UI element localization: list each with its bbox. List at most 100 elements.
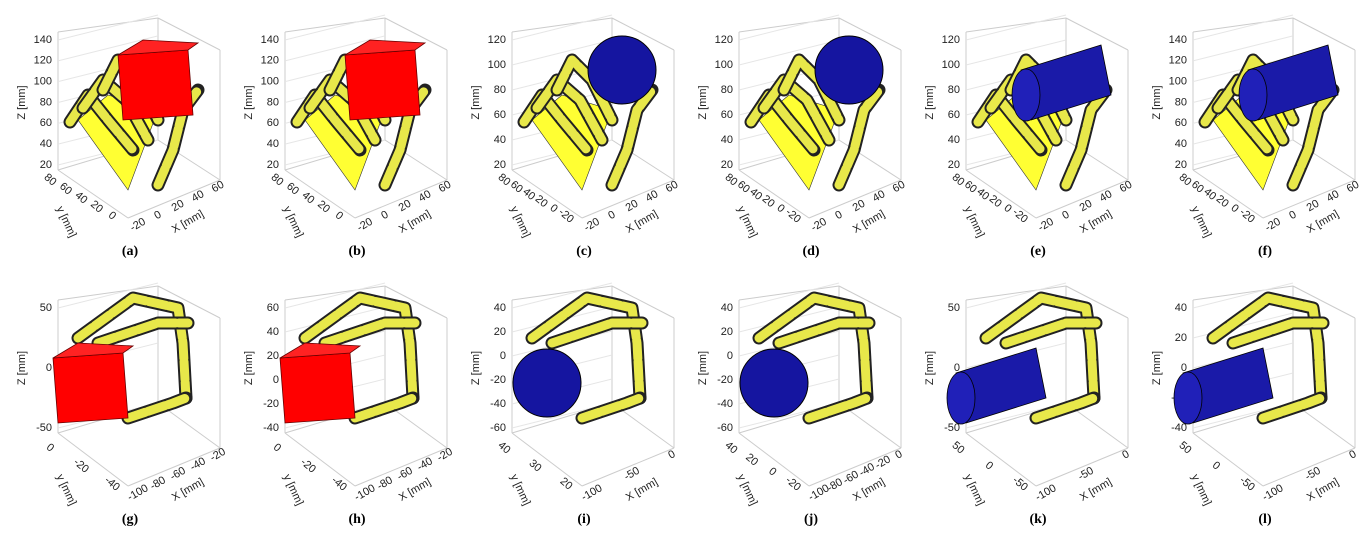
y-tick-label: 60 [57,180,74,197]
z-axis-label: Z [mm] [697,351,709,385]
x-tick-label: 60 [664,179,681,196]
z-tick-label: 60 [948,109,960,121]
caption: (e) [1030,244,1046,259]
x-tick-label: -20 [809,216,829,234]
caption: (f) [1258,244,1272,259]
x-tick-label: -40 [415,455,435,473]
z-tick-label: 20 [494,159,506,171]
y-tick-label: -40 [102,474,122,493]
caption: (j) [804,512,818,527]
grid-line [512,15,612,40]
x-tick-label: 40 [871,188,888,205]
z-tick-label: 120 [488,34,506,46]
axis-frame [1193,433,1263,486]
z-tick-label: 140 [34,34,52,46]
x-tick-label: 0 [379,209,390,222]
grid-line [1193,15,1293,40]
z-tick-label: 60 [267,302,279,314]
y-tick-label: -20 [298,456,318,475]
z-tick-label: 100 [1169,76,1187,88]
caption: (l) [1258,512,1272,527]
z-tick-label: 140 [1169,34,1187,46]
x-tick-label: 60 [210,179,227,196]
x-tick-label: 40 [1098,188,1115,205]
z-tick-label: 0 [500,350,506,362]
y-tick-label: 0 [106,209,118,222]
x-tick-label: 0 [152,209,163,222]
z-tick-label: 80 [948,84,960,96]
y-axis-label: y [mm] [1189,472,1214,507]
axis-frame [1066,18,1128,50]
y-tick-label: 50 [950,439,967,456]
z-tick-label: 100 [715,59,733,71]
axis-frame [58,433,128,486]
panel: -50050Z [mm]0-20-40y [mm]-100-80-60-40-2… [16,283,228,527]
y-tick-label: 80 [269,171,286,188]
z-tick-label: 80 [267,96,279,108]
z-tick-label: 60 [267,117,279,129]
z-axis-label: Z [mm] [470,351,482,385]
panel: 20406080100120Z [mm]806040200-20y [mm]-2… [470,15,680,259]
y-axis-label: y [mm] [508,204,533,239]
axis-frame [966,18,1066,32]
z-tick-label: -60 [717,422,733,434]
y-tick-label: 50 [1177,439,1194,456]
x-tick-label: 60 [1118,179,1135,196]
y-tick-label: -20 [1010,206,1030,225]
z-tick-label: 0 [727,350,733,362]
z-tick-label: 50 [948,302,960,314]
z-tick-label: 80 [494,84,506,96]
z-tick-label: 60 [494,109,506,121]
panel: 20406080100120140Z [mm]806040200y [mm]-2… [16,15,226,259]
z-axis-label: Z [mm] [16,351,28,385]
z-tick-label: 20 [721,159,733,171]
x-tick-label: 0 [893,448,904,461]
caption: (g) [122,512,139,527]
y-tick-label: -50 [1010,474,1030,493]
axis-frame [966,433,1036,486]
y-tick-label: 40 [723,439,740,456]
panel: 20406080100120140Z [mm]806040200y [mm]-2… [243,15,453,259]
z-axis-label: Z [mm] [697,85,709,119]
caption: (k) [1029,512,1046,527]
z-tick-label: 60 [721,109,733,121]
y-tick-label: -20 [783,474,803,493]
y-tick-label: 80 [42,171,59,188]
z-tick-label: 60 [40,117,52,129]
z-tick-label: 120 [715,34,733,46]
z-tick-label: 120 [942,34,960,46]
x-tick-label: -20 [1036,216,1056,234]
y-tick-label: -40 [329,474,349,493]
z-tick-label: -40 [717,398,733,410]
z-tick-label: 20 [267,350,279,362]
z-axis-label: Z [mm] [924,351,936,385]
y-tick-label: 0 [1210,459,1222,472]
z-tick-label: 40 [267,326,279,338]
z-tick-label: 50 [40,302,52,314]
x-tick-label: 0 [1060,209,1071,222]
z-tick-label: -20 [490,374,506,386]
z-axis-label: Z [mm] [470,85,482,119]
cube-face [53,353,128,423]
grid-line [58,15,158,40]
x-tick-label: 0 [1120,448,1131,461]
z-tick-label: 40 [494,302,506,314]
y-tick-label: 40 [496,439,513,456]
y-axis-label: y [mm] [281,472,306,507]
y-tick-label: 40 [73,189,90,206]
y-tick-label: -50 [1237,474,1257,493]
x-tick-label: 40 [644,188,661,205]
y-axis-label: y [mm] [508,472,533,507]
z-tick-label: 100 [34,76,52,88]
z-tick-label: 80 [40,96,52,108]
z-tick-label: 20 [1175,332,1187,344]
y-tick-label: 40 [300,189,317,206]
z-tick-label: 80 [721,84,733,96]
z-tick-label: 40 [40,138,52,150]
y-axis-label: y [mm] [735,204,760,239]
z-tick-label: -20 [263,398,279,410]
z-tick-label: -60 [490,422,506,434]
y-tick-label: -20 [1237,206,1257,225]
y-tick-label: -20 [783,206,803,225]
